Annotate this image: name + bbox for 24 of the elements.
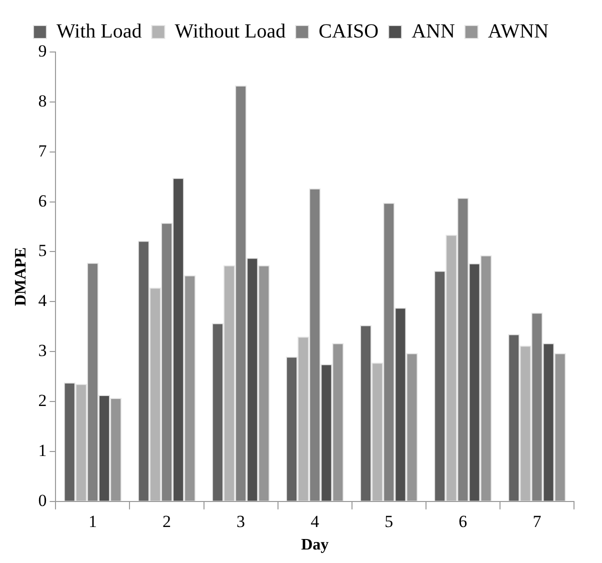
x-tick-label: 4 [310,512,320,532]
y-tick-label: 5 [38,241,47,260]
y-tick-label: 3 [38,341,47,360]
x-tick-label: 5 [384,512,394,532]
y-tick-label: 4 [38,291,48,310]
y-axis-title: DMAPE [12,247,30,306]
y-tick-label: 7 [38,141,48,160]
legend-label: ANN [412,20,455,42]
legend-label: CAISO [318,20,379,42]
x-tick-label: 1 [88,512,97,532]
y-tick-label: 6 [38,191,47,210]
y-tick-label: 0 [38,490,47,510]
x-tick-label: 3 [236,512,246,532]
y-tick-label: 1 [38,440,47,460]
y-tick-label: 9 [38,41,47,60]
legend-label: With Load [56,20,142,42]
legend-label: Without Load [174,20,286,42]
x-tick-label: 7 [532,512,542,532]
y-tick-label: 8 [38,91,47,110]
x-tick-label: 2 [162,512,172,532]
x-tick-label: 6 [458,512,468,532]
x-axis-title: Day [301,536,329,554]
y-tick-label: 2 [38,391,47,410]
legend-label: AWNN [488,20,549,42]
